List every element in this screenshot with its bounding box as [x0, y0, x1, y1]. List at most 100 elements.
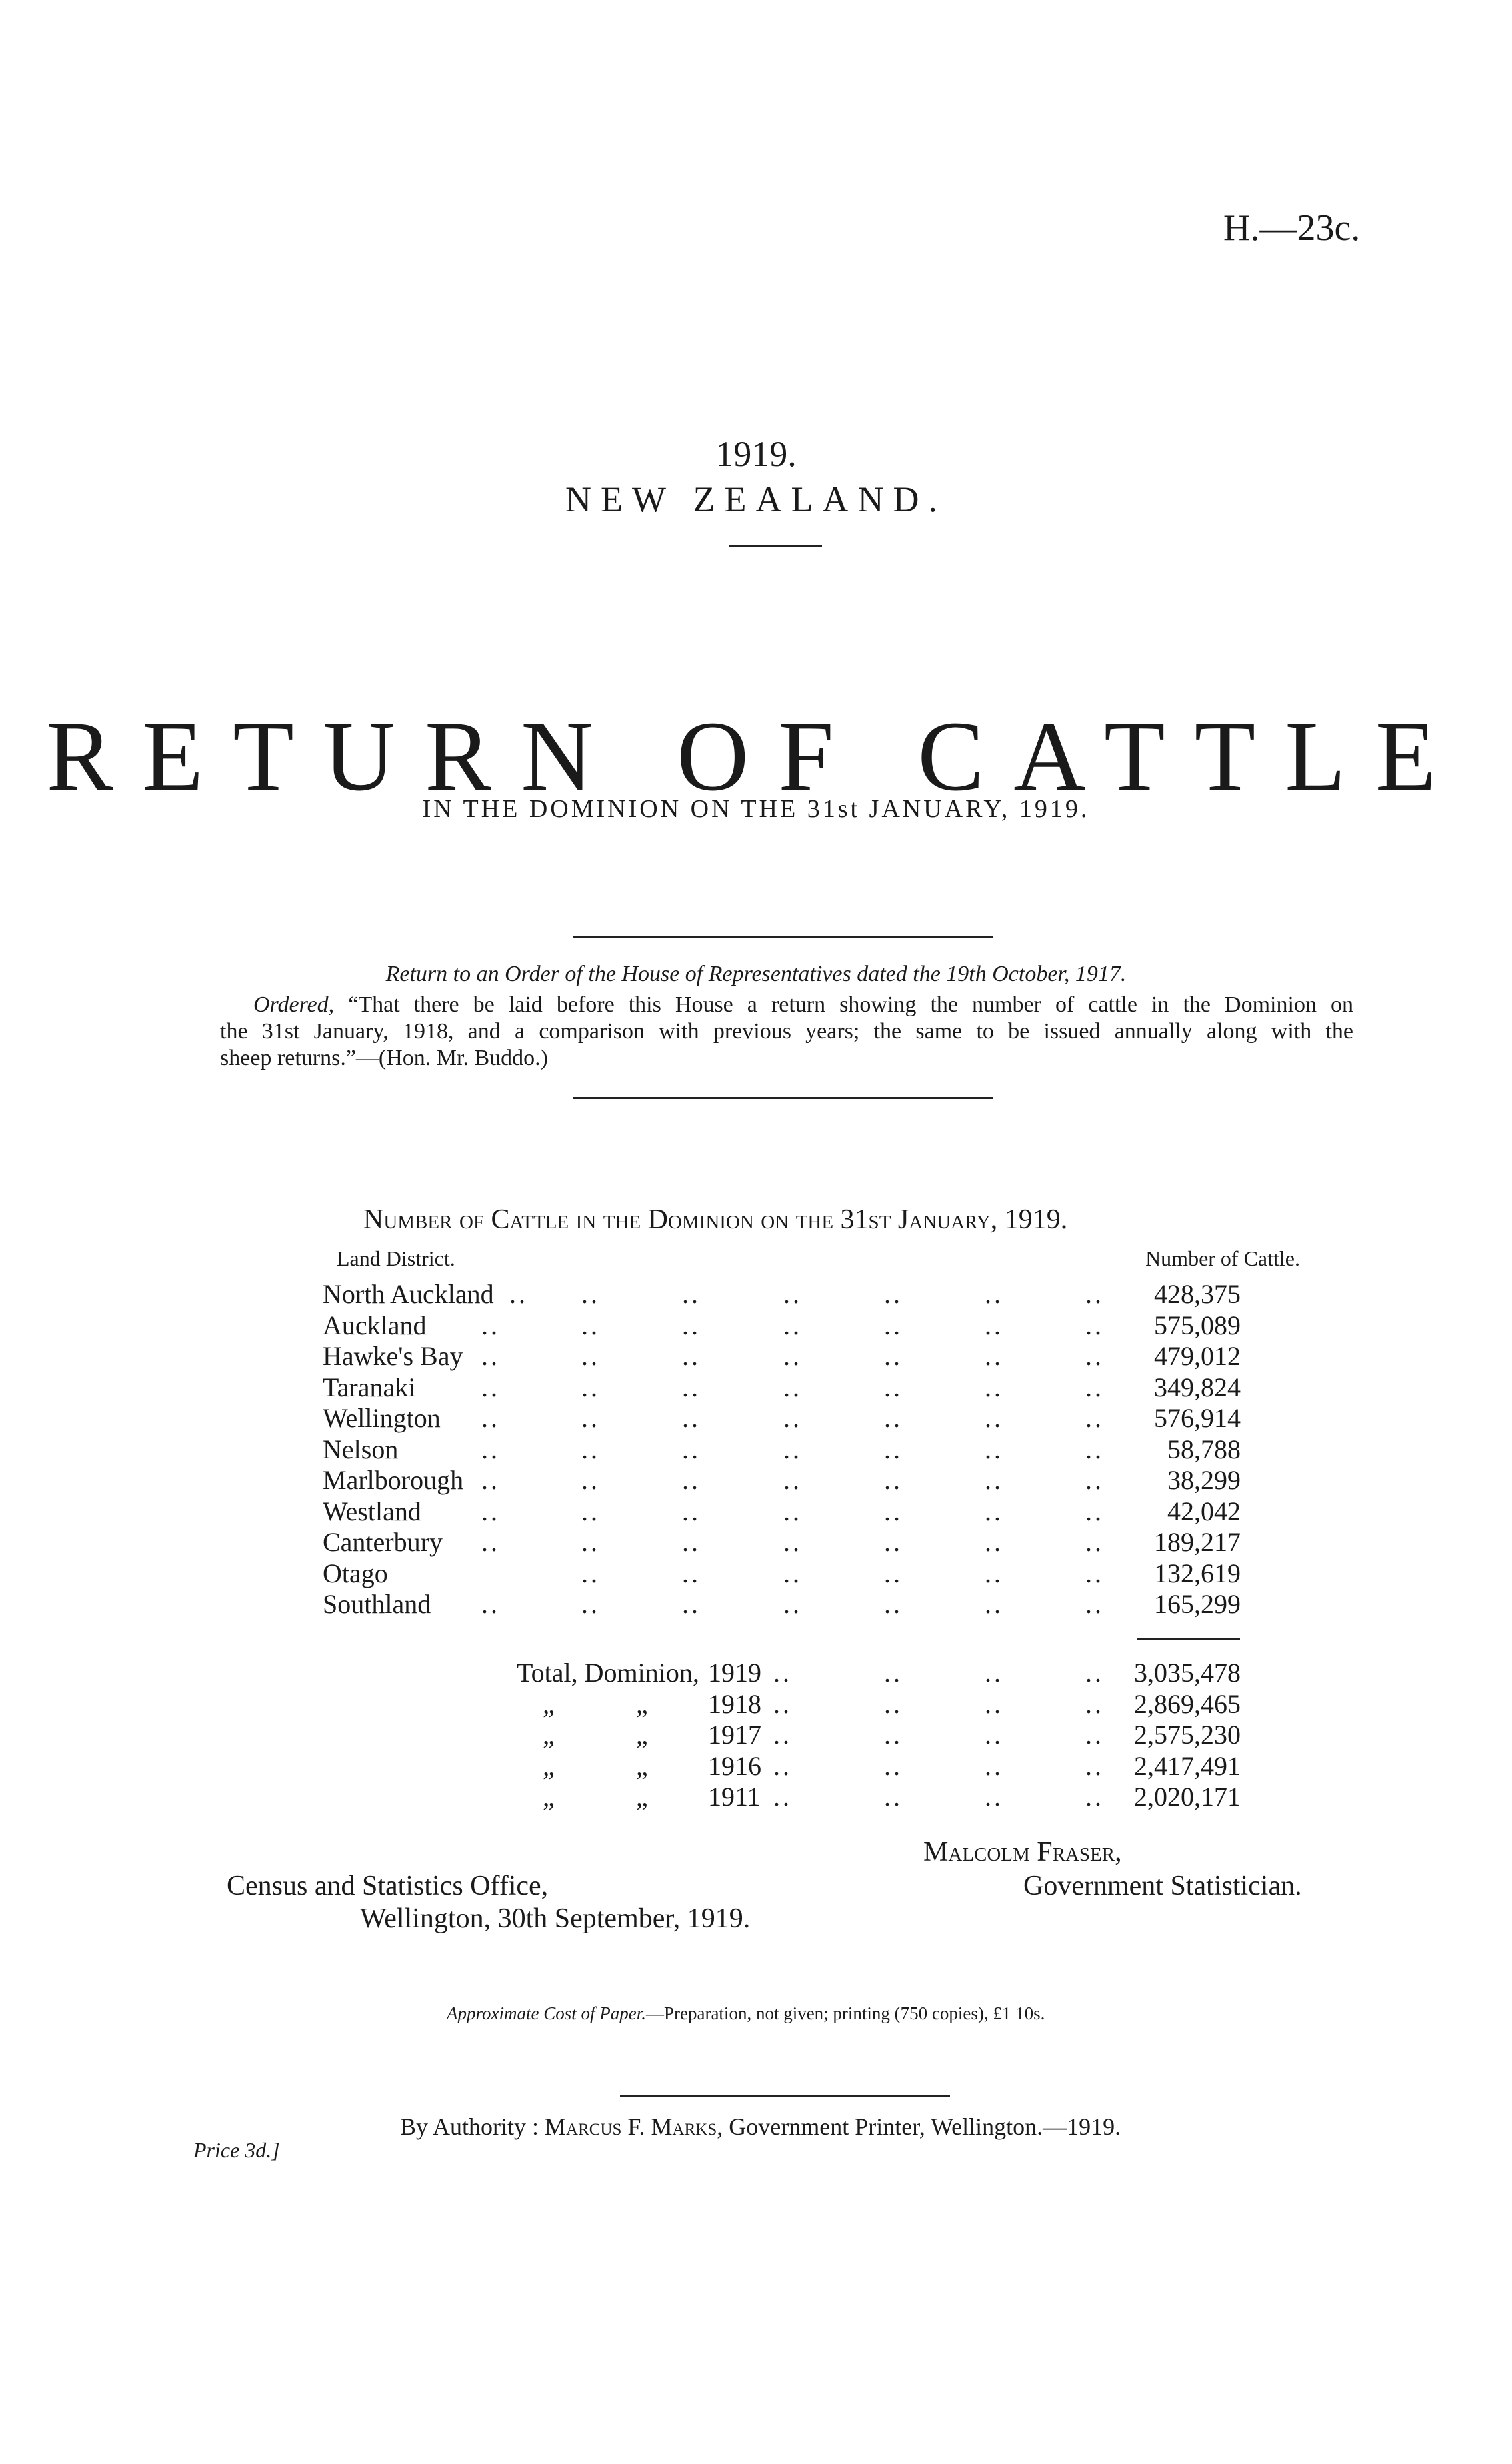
leader-dots: .. — [884, 1782, 903, 1812]
leader-dots: .. — [1085, 1782, 1104, 1812]
leader-dots: .. — [884, 1558, 903, 1588]
imprint-prefix: By Authority : — [400, 2113, 545, 2140]
leader-dots: .. — [1085, 1372, 1104, 1402]
leader-dots: .. — [682, 1589, 701, 1619]
signatory-name: Malcolm Fraser, — [923, 1837, 1122, 1867]
leader-dots: .. — [884, 1403, 903, 1433]
signatory-role: Government Statistician. — [1023, 1871, 1302, 1901]
cattle-count: 42,042 — [1167, 1496, 1241, 1526]
leader-dots: .. — [773, 1720, 792, 1750]
leader-dots: .. — [884, 1465, 903, 1495]
total-count: 2,869,465 — [1134, 1688, 1241, 1719]
table-row: Nelson.............. 58,788 — [0, 1434, 1512, 1464]
ditto-mark: „ — [636, 1750, 648, 1781]
divider — [573, 936, 993, 938]
place-date: Wellington, 30th September, 1919. — [360, 1903, 751, 1934]
cattle-count: 189,217 — [1154, 1527, 1241, 1557]
leader-dots: .. — [985, 1341, 1003, 1371]
leader-dots: .. — [1085, 1403, 1104, 1433]
leader-dots: .. — [481, 1403, 500, 1433]
table-row: Hawke's Bay.............. 479,012 — [0, 1340, 1512, 1371]
divider — [729, 545, 822, 547]
leader-dots: .. — [783, 1465, 802, 1495]
order-text: “That there be laid before this House a … — [348, 992, 1353, 1017]
leader-dots: .. — [884, 1279, 903, 1309]
leader-dots: .. — [581, 1310, 600, 1340]
leader-dots: .. — [783, 1558, 802, 1588]
order-text: the 31st January, 1918, and a comparison… — [220, 1019, 1353, 1044]
leader-dots: .. — [985, 1496, 1003, 1526]
leader-dots: .. — [884, 1688, 903, 1719]
leader-dots: .. — [783, 1341, 802, 1371]
column-header-count: Number of Cattle. — [1145, 1246, 1300, 1270]
leader-dots: .. — [985, 1310, 1003, 1340]
total-row: „ „ 1918........ 2,869,465 — [0, 1688, 1512, 1719]
year: 1919. — [715, 434, 797, 474]
leader-dots: .. — [682, 1341, 701, 1371]
leader-dots: .. — [985, 1434, 1003, 1464]
total-year: 1918 — [708, 1688, 761, 1719]
leader-dots: .. — [985, 1720, 1003, 1750]
ditto-mark: „ — [543, 1782, 555, 1812]
leader-dots: .. — [985, 1279, 1003, 1309]
leader-dots: .. — [581, 1558, 600, 1588]
cattle-count: 38,299 — [1167, 1465, 1241, 1495]
price: Price 3d.] — [193, 2138, 280, 2162]
district-name: Southland — [323, 1589, 431, 1619]
cattle-count: 165,299 — [1154, 1589, 1241, 1619]
leader-dots: .. — [682, 1310, 701, 1340]
total-year: 1917 — [708, 1720, 761, 1750]
total-year: 1919 — [708, 1658, 761, 1688]
leader-dots: .. — [682, 1527, 701, 1557]
leader-dots: .. — [581, 1403, 600, 1433]
total-label: Total, Dominion, — [517, 1658, 699, 1688]
cattle-count: 576,914 — [1154, 1403, 1241, 1433]
total-count: 2,575,230 — [1134, 1720, 1241, 1750]
leader-dots: .. — [1085, 1465, 1104, 1495]
leader-dots: .. — [682, 1372, 701, 1402]
leader-dots: .. — [581, 1279, 600, 1309]
ditto-mark: „ — [636, 1720, 648, 1750]
table-row: Taranaki.............. 349,824 — [0, 1372, 1512, 1402]
leader-dots: .. — [682, 1558, 701, 1588]
leader-dots: .. — [481, 1465, 500, 1495]
leader-dots: .. — [1085, 1720, 1104, 1750]
ditto-mark: „ — [543, 1750, 555, 1781]
leader-dots: .. — [682, 1465, 701, 1495]
document-title: RETURN OF CATTLE — [46, 701, 1466, 812]
leader-dots: .. — [884, 1341, 903, 1371]
order-heading: Return to an Order of the House of Repre… — [385, 962, 1127, 986]
cattle-count: 575,089 — [1154, 1310, 1241, 1340]
leader-dots: .. — [783, 1496, 802, 1526]
divider — [573, 1097, 993, 1099]
total-count: 3,035,478 — [1134, 1658, 1241, 1688]
leader-dots: .. — [773, 1688, 792, 1719]
table-row: Marlborough.............. 38,299 — [0, 1464, 1512, 1495]
printer-name: Marcus F. Marks — [545, 2113, 717, 2140]
district-name: Canterbury — [323, 1527, 443, 1557]
leader-dots: .. — [783, 1434, 802, 1464]
leader-dots: .. — [481, 1341, 500, 1371]
leader-dots: .. — [783, 1279, 802, 1309]
cattle-count: 479,012 — [1154, 1341, 1241, 1371]
total-year: 1911 — [708, 1782, 761, 1812]
district-name: Auckland — [323, 1310, 427, 1340]
district-name: Hawke's Bay — [323, 1341, 463, 1371]
leader-dots: .. — [773, 1782, 792, 1812]
leader-dots: .. — [985, 1527, 1003, 1557]
table-row: Auckland.............. 575,089 — [0, 1310, 1512, 1340]
imprint-suffix: , Government Printer, Wellington.—1919. — [717, 2113, 1121, 2140]
ordered-label: Ordered, — [253, 992, 335, 1017]
total-row: „ „ 1916........ 2,417,491 — [0, 1750, 1512, 1781]
leader-dots: .. — [1085, 1279, 1104, 1309]
leader-dots: .. — [1085, 1688, 1104, 1719]
total-row: „ „ 1911........ 2,020,171 — [0, 1781, 1512, 1812]
ditto-mark: „ — [543, 1688, 555, 1719]
leader-dots: .. — [509, 1279, 528, 1309]
cost-note: Approximate Cost of Paper.—Preparation, … — [447, 2003, 1045, 2024]
leader-dots: .. — [682, 1403, 701, 1433]
leader-dots: .. — [1085, 1434, 1104, 1464]
leader-dots: .. — [581, 1527, 600, 1557]
table-row: Westland.............. 42,042 — [0, 1496, 1512, 1526]
ditto-mark: „ — [636, 1782, 648, 1812]
